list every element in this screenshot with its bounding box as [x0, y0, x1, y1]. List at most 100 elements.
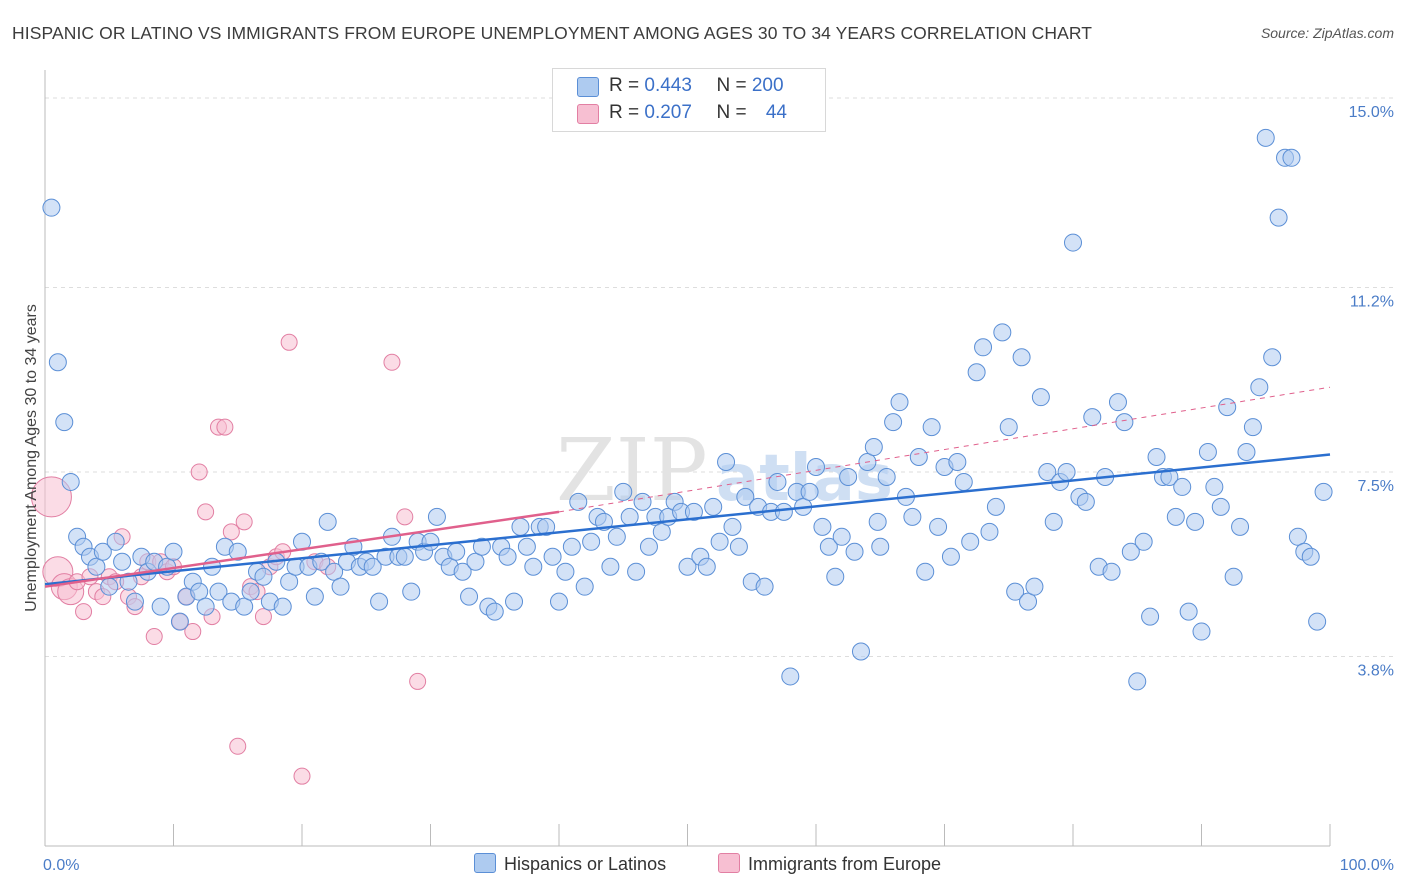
- data-point-hispanics: [1205, 477, 1224, 496]
- source-credit: Source: ZipAtlas.com: [1260, 25, 1394, 41]
- data-point-hispanics: [1102, 562, 1121, 581]
- data-point-hispanics: [1134, 532, 1153, 551]
- legend-r-value: 0.443: [644, 75, 692, 96]
- data-point-hispanics: [55, 413, 74, 432]
- data-point-hispanics: [1314, 482, 1333, 501]
- data-point-hispanics: [280, 572, 299, 591]
- data-point-hispanics: [453, 562, 472, 581]
- data-point-hispanics: [1237, 443, 1256, 462]
- data-point-hispanics: [550, 592, 568, 611]
- data-point-hispanics: [241, 582, 260, 601]
- data-point-hispanics: [1006, 582, 1025, 601]
- data-point-hispanics: [877, 467, 896, 486]
- data-point-hispanics: [1250, 378, 1269, 397]
- data-point-hispanics: [755, 577, 774, 596]
- data-point-immigrants: [254, 608, 272, 626]
- data-point-hispanics: [851, 642, 870, 661]
- data-point-hispanics: [125, 592, 144, 611]
- data-point-hispanics: [106, 532, 125, 551]
- data-point-immigrants: [30, 476, 72, 518]
- data-point-hispanics: [537, 517, 556, 536]
- data-point-hispanics: [627, 562, 646, 581]
- data-point-hispanics: [273, 597, 292, 616]
- data-point-hispanics: [363, 557, 382, 576]
- data-point-hispanics: [807, 457, 825, 476]
- data-point-hispanics: [517, 537, 536, 556]
- data-point-hispanics: [1038, 462, 1057, 481]
- axes: [44, 70, 1331, 847]
- data-point-hispanics: [826, 567, 845, 586]
- data-point-hispanics: [929, 517, 948, 536]
- data-point-hispanics: [974, 338, 993, 357]
- trend-line-hispanics: [44, 453, 1331, 586]
- data-point-hispanics: [1231, 517, 1250, 536]
- data-point-hispanics: [318, 512, 337, 531]
- legend-label-immigrants: Immigrants from Europe: [748, 854, 942, 874]
- data-point-hispanics: [601, 557, 620, 576]
- data-point-hispanics: [980, 522, 999, 541]
- data-point-hispanics: [639, 537, 658, 556]
- data-point-hispanics: [800, 482, 819, 501]
- data-point-hispanics: [1282, 148, 1301, 167]
- data-point-immigrants: [409, 672, 427, 690]
- data-point-hispanics: [498, 547, 517, 566]
- data-point-hispanics: [717, 453, 736, 471]
- data-point-hispanics: [1198, 443, 1217, 462]
- data-point-hispanics: [1263, 348, 1282, 367]
- data-point-hispanics: [909, 448, 928, 467]
- data-point-hispanics: [903, 507, 922, 526]
- data-point-immigrants: [280, 333, 298, 351]
- data-point-hispanics: [42, 198, 61, 217]
- legend-item-hispanics[interactable]: Hispanics or Latinos: [474, 853, 666, 875]
- data-point-hispanics: [1243, 418, 1262, 437]
- data-point-hispanics: [1057, 462, 1076, 481]
- data-point-hispanics: [1256, 128, 1275, 147]
- data-point-hispanics: [839, 467, 858, 486]
- data-point-hispanics: [1044, 512, 1063, 531]
- data-point-hispanics: [113, 552, 132, 571]
- series-hispanics-or-latinos: [42, 128, 1333, 691]
- y-axis-title: Unemployment Among Ages 30 to 34 years: [23, 304, 40, 612]
- legend-r-label: R =: [609, 102, 645, 123]
- data-point-hispanics: [729, 537, 748, 556]
- data-point-hispanics: [556, 562, 575, 581]
- data-point-hispanics: [774, 502, 793, 521]
- data-point-hispanics: [633, 492, 652, 511]
- data-point-hispanics: [845, 542, 864, 561]
- data-point-immigrants: [197, 503, 215, 521]
- y-tick-label: 7.5%: [1358, 478, 1394, 495]
- data-point-hispanics: [1031, 388, 1050, 407]
- trend-line-immigrants-extension: [558, 386, 1331, 513]
- data-point-hispanics: [1173, 477, 1192, 496]
- data-point-hispanics: [505, 592, 524, 611]
- data-point-hispanics: [967, 363, 986, 382]
- legend-r-value: 0.207: [644, 102, 692, 123]
- y-tick-labels: 3.8% 7.5% 11.2% 15.0%: [1349, 104, 1394, 680]
- data-point-hispanics: [678, 557, 697, 576]
- legend-n-label: N =: [716, 102, 752, 123]
- data-point-hispanics: [1019, 592, 1038, 611]
- data-point-hispanics: [1115, 413, 1134, 432]
- data-point-hispanics: [1012, 348, 1031, 367]
- data-point-hispanics: [402, 582, 421, 601]
- legend-label-hispanics: Hispanics or Latinos: [504, 854, 667, 874]
- y-tick-label: 3.8%: [1358, 662, 1394, 679]
- data-point-hispanics: [48, 353, 67, 372]
- data-point-hispanics: [427, 507, 446, 526]
- data-point-hispanics: [781, 667, 800, 686]
- legend-item-immigrants[interactable]: Immigrants from Europe: [718, 853, 941, 875]
- data-point-hispanics: [575, 577, 594, 596]
- data-point-hispanics: [868, 512, 887, 531]
- data-point-immigrants: [229, 737, 247, 755]
- data-point-hispanics: [569, 492, 588, 511]
- data-point-hispanics: [704, 497, 723, 516]
- data-point-hispanics: [466, 552, 485, 571]
- data-point-hispanics: [331, 577, 350, 596]
- data-point-hispanics: [228, 542, 247, 561]
- data-point-hispanics: [447, 542, 466, 561]
- data-point-hispanics: [813, 517, 832, 536]
- data-point-hispanics: [1121, 542, 1140, 561]
- data-point-hispanics: [1147, 448, 1166, 467]
- data-point-hispanics: [421, 532, 440, 551]
